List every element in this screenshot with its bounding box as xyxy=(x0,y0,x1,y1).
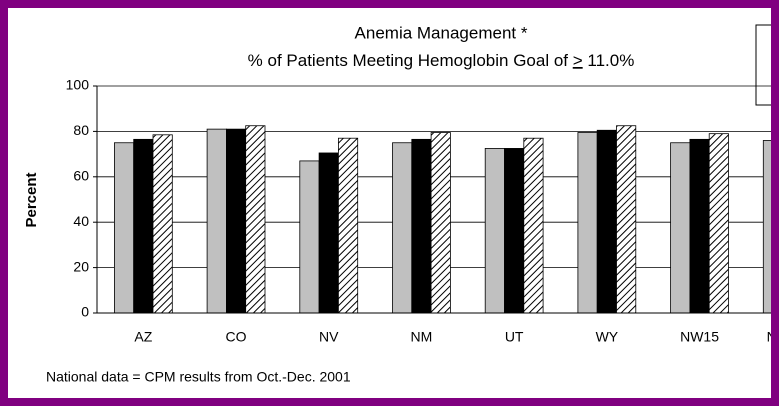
bar xyxy=(152,134,173,314)
y-tick-label: 0 xyxy=(81,304,89,320)
y-axis-label: Percent xyxy=(23,172,40,227)
x-tick-label: CO xyxy=(226,329,247,345)
y-tick-label: 80 xyxy=(73,122,89,138)
bar xyxy=(708,133,729,314)
bar xyxy=(206,128,227,314)
x-tick-label: National xyxy=(767,329,779,345)
y-tick-label: 100 xyxy=(66,77,90,93)
bar xyxy=(523,137,544,314)
x-tick-label: UT xyxy=(505,329,524,345)
bar xyxy=(762,140,771,314)
bar xyxy=(299,160,320,314)
y-tick-label: 20 xyxy=(73,258,89,274)
y-tick-label: 60 xyxy=(73,168,89,184)
bar xyxy=(225,128,247,314)
x-tick-label: NV xyxy=(319,329,339,345)
x-tick-label: NM xyxy=(411,329,433,345)
bar xyxy=(411,138,432,314)
bar xyxy=(133,138,154,314)
bar xyxy=(596,129,617,314)
x-tick-label: WY xyxy=(596,329,619,345)
bar xyxy=(430,132,451,314)
chart-subtitle: % of Patients Meeting Hemoglobin Goal of… xyxy=(248,51,635,70)
bar xyxy=(616,125,637,314)
subtitle-part: % of Patients Meeting Hemoglobin Goal of xyxy=(248,51,573,70)
bar xyxy=(670,142,691,314)
chart-title: Anemia Management * xyxy=(355,23,528,42)
bar xyxy=(577,132,598,314)
plot: Anemia Management * % of Patients Meetin… xyxy=(23,23,779,385)
bar xyxy=(114,142,135,314)
footnote: National data = CPM results from Oct.-De… xyxy=(46,369,351,385)
y-tick-label: 40 xyxy=(73,213,89,229)
legend-box xyxy=(755,24,771,106)
x-tick-label: AZ xyxy=(134,329,152,345)
subtitle-part: > xyxy=(573,51,583,70)
bar xyxy=(689,138,710,314)
bar xyxy=(337,137,359,314)
bar xyxy=(392,142,413,314)
x-tick-label: NW15 xyxy=(680,329,719,345)
subtitle-part: 11.0% xyxy=(583,51,635,70)
bar xyxy=(504,148,525,314)
bar xyxy=(245,125,266,314)
bar xyxy=(318,152,339,314)
bar xyxy=(484,148,505,314)
